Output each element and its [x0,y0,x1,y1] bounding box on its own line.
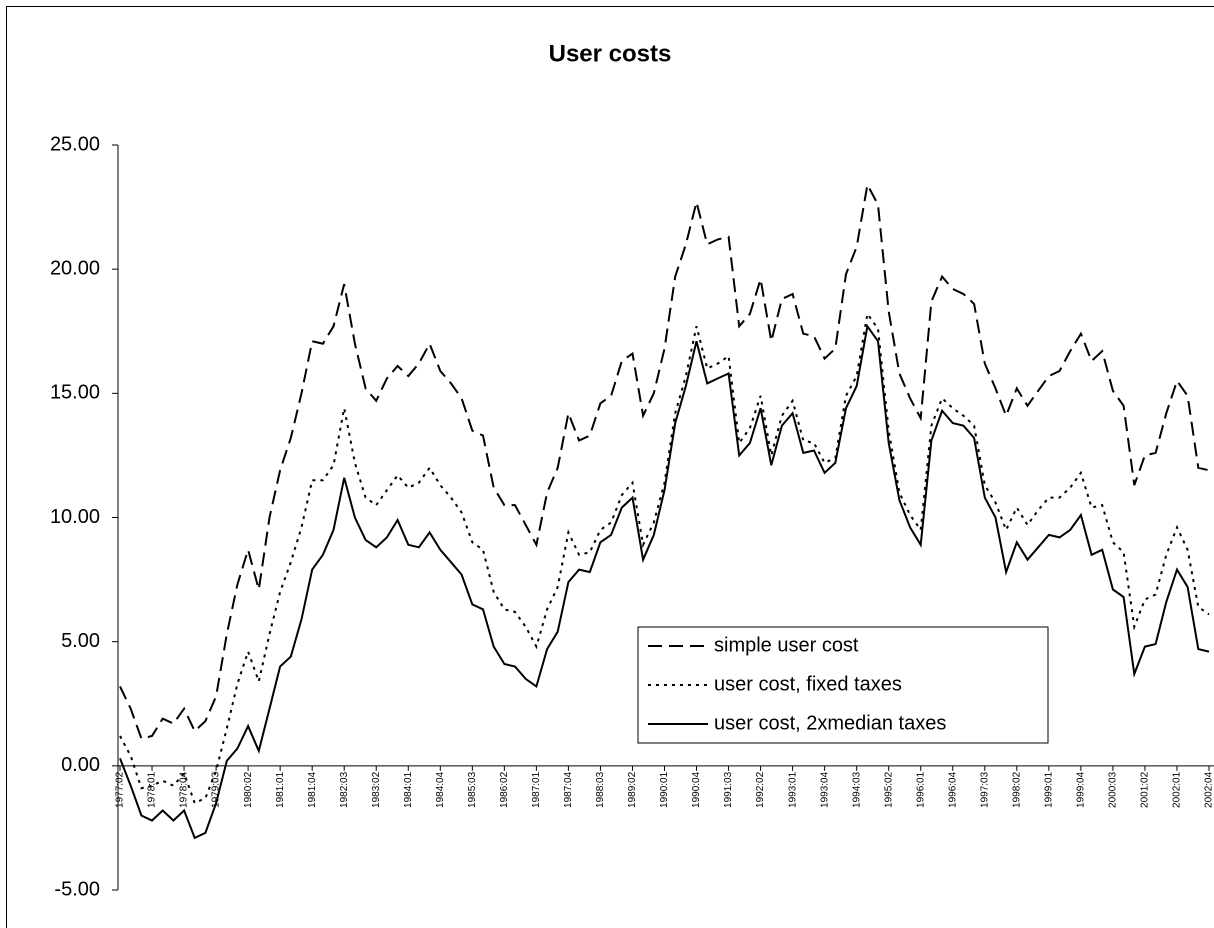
x-tick-label: 1994:03 [851,771,862,808]
x-tick-label: 1996:01 [915,771,926,808]
x-tick-label: 1993:04 [819,771,830,808]
x-tick-label: 1980:02 [243,771,254,808]
series-line [119,181,1210,740]
y-tick-label: 15.00 [50,382,100,404]
y-tick-label: 10.00 [50,506,100,528]
x-tick-label: 1997:03 [979,771,990,808]
x-tick-label: 1996:04 [947,771,958,808]
x-tick-label: 1983:02 [371,771,382,808]
x-tick-label: 1977:02 [115,771,126,808]
x-tick-label: 1998:02 [1011,771,1022,808]
x-tick-label: 1979:03 [211,771,222,808]
legend-label: user cost, 2xmedian taxes [714,712,946,734]
x-tick-label: 1986:02 [499,771,510,808]
x-tick-label: 1981:04 [307,771,318,808]
x-tick-label: 1993:01 [787,771,798,808]
x-tick-label: 1995:02 [883,771,894,808]
series-line [119,311,1210,805]
x-tick-label: 1988:03 [595,771,606,808]
x-tick-label: 1992:02 [755,771,766,808]
chart-title: User costs [549,40,672,67]
x-tick-label: 2000:03 [1108,771,1119,808]
y-tick-label: 5.00 [61,630,100,652]
x-tick-label: 1978:04 [179,771,190,808]
x-tick-label: 1991:03 [723,771,734,808]
legend-label: simple user cost [714,634,859,656]
x-tick-label: 1999:04 [1076,771,1087,808]
x-tick-label: 1984:04 [435,771,446,808]
x-tick-label: 1999:01 [1043,771,1054,808]
x-tick-label: 1990:01 [659,771,670,808]
x-tick-label: 2002:01 [1172,771,1183,808]
legend-label: user cost, fixed taxes [714,673,902,695]
x-tick-label: 1978:01 [147,771,158,808]
x-tick-label: 1981:01 [275,771,286,808]
x-tick-label: 1987:01 [531,771,542,808]
x-tick-label: 1990:04 [691,771,702,808]
x-tick-label: 1987:04 [563,771,574,808]
x-tick-label: 1985:03 [467,771,478,808]
series-line [119,323,1210,840]
x-tick-label: 2002:04 [1204,771,1214,808]
y-tick-label: 0.00 [61,754,100,776]
y-tick-label: 20.00 [50,257,100,279]
x-tick-label: 1989:02 [627,771,638,808]
x-tick-label: 2001:02 [1140,771,1151,808]
y-tick-label: 25.00 [50,133,100,155]
x-tick-label: 1982:03 [339,771,350,808]
y-tick-label: -5.00 [54,878,100,900]
x-tick-label: 1984:01 [403,771,414,808]
